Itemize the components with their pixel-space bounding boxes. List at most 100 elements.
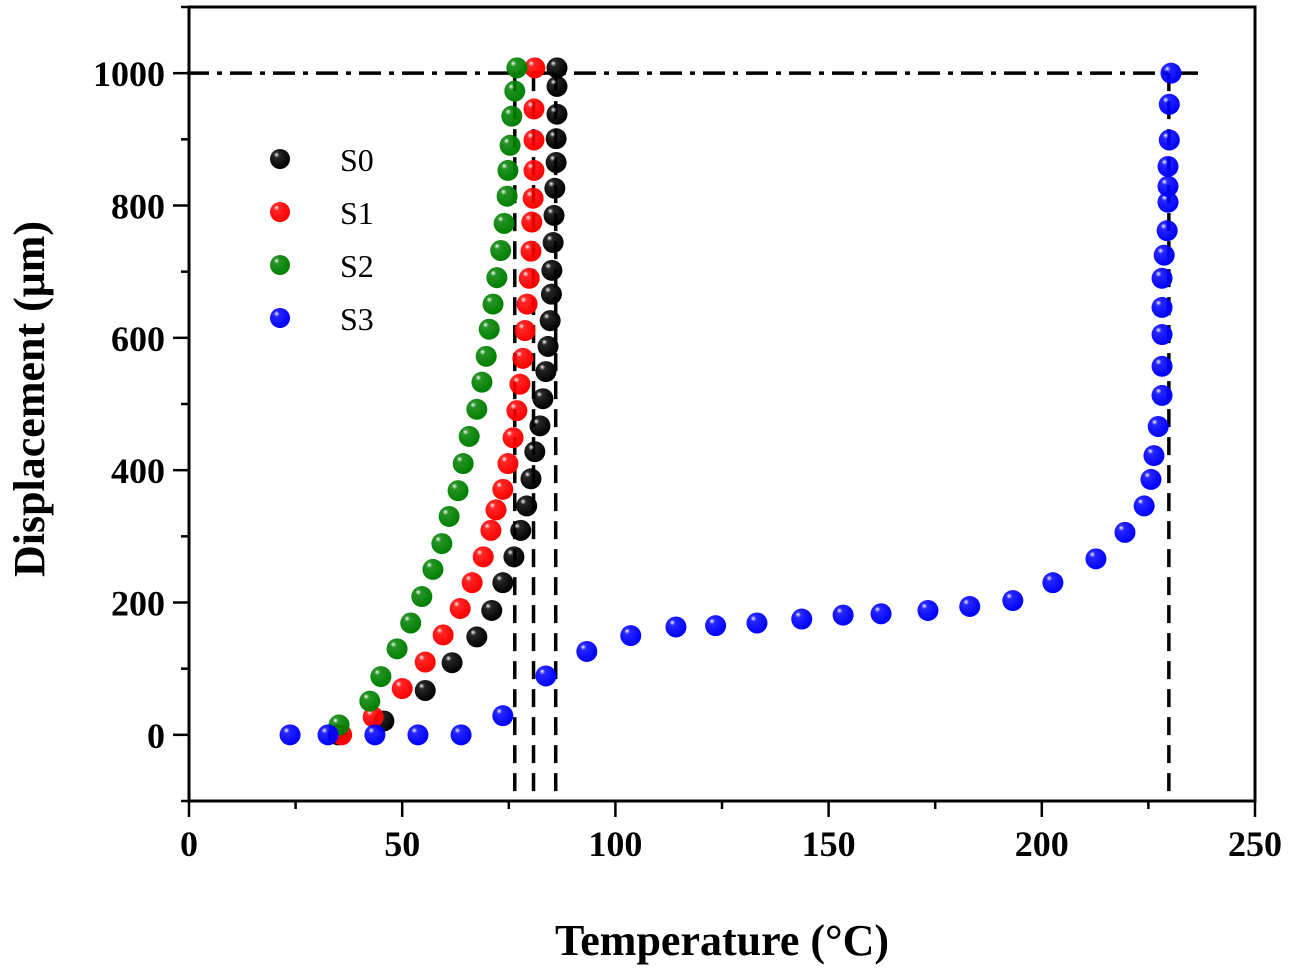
data-point-S2 bbox=[438, 505, 460, 527]
data-point-S1 bbox=[520, 240, 542, 262]
data-point-S3 bbox=[959, 595, 981, 617]
data-point-S1 bbox=[509, 373, 531, 395]
data-point-S0 bbox=[441, 652, 463, 674]
plot-frame bbox=[187, 5, 1257, 803]
data-point-S2 bbox=[452, 453, 474, 475]
data-point-S2 bbox=[482, 293, 504, 315]
data-point-S3 bbox=[1151, 267, 1173, 289]
data-point-S3 bbox=[1157, 175, 1179, 197]
legend-label-S2: S2 bbox=[340, 248, 374, 284]
data-point-S0 bbox=[532, 388, 554, 410]
data-point-S2 bbox=[458, 425, 480, 447]
legend-marker-S1 bbox=[270, 202, 290, 222]
data-point-S0 bbox=[544, 177, 566, 199]
data-point-S0 bbox=[535, 361, 557, 383]
data-point-S1 bbox=[461, 572, 483, 594]
reference-lines bbox=[187, 71, 1200, 801]
data-point-S1 bbox=[414, 651, 436, 673]
data-point-S3 bbox=[1151, 296, 1173, 318]
data-point-S2 bbox=[496, 185, 518, 207]
data-point-S1 bbox=[518, 267, 540, 289]
data-point-S3 bbox=[407, 724, 429, 746]
data-point-S0 bbox=[545, 128, 567, 150]
data-point-S3 bbox=[1153, 244, 1175, 266]
x-tick-label: 200 bbox=[1015, 824, 1069, 864]
data-point-S3 bbox=[1133, 495, 1155, 517]
data-point-S0 bbox=[503, 546, 525, 568]
data-point-S3 bbox=[1151, 355, 1173, 377]
y-tick-label: 200 bbox=[111, 584, 165, 624]
data-point-S0 bbox=[545, 151, 567, 173]
data-point-S3 bbox=[746, 612, 768, 634]
data-point-S3 bbox=[279, 724, 301, 746]
legend-item-S1: S1 bbox=[270, 195, 374, 231]
data-point-S2 bbox=[475, 345, 497, 367]
data-point-S3 bbox=[705, 615, 727, 637]
x-axis-title: Temperature (°C) bbox=[555, 916, 889, 965]
data-point-S1 bbox=[522, 187, 544, 209]
data-point-S3 bbox=[620, 625, 642, 647]
data-point-S0 bbox=[539, 310, 561, 332]
data-point-S1 bbox=[514, 320, 536, 342]
data-point-S0 bbox=[537, 335, 559, 357]
data-point-S3 bbox=[870, 603, 892, 625]
data-point-S1 bbox=[492, 478, 514, 500]
data-point-S3 bbox=[1143, 445, 1165, 467]
data-point-S3 bbox=[917, 599, 939, 621]
data-point-S2 bbox=[497, 159, 519, 181]
data-point-S2 bbox=[386, 638, 408, 660]
axis-ticks bbox=[173, 5, 1257, 817]
data-point-S1 bbox=[391, 678, 413, 700]
data-point-S2 bbox=[447, 480, 469, 502]
x-tick-label: 150 bbox=[802, 824, 856, 864]
axis-tick-labels: 0 50 100 150 200 250 0 200 400 600 800 1000 bbox=[93, 54, 1282, 864]
data-point-S1 bbox=[362, 706, 384, 728]
data-point-S3 bbox=[317, 724, 339, 746]
data-point-S0 bbox=[492, 572, 514, 594]
data-point-S0 bbox=[546, 57, 568, 79]
data-point-S3 bbox=[1042, 572, 1064, 594]
y-tick-label: 0 bbox=[147, 716, 165, 756]
legend-label-S1: S1 bbox=[340, 195, 374, 231]
y-tick-label: 400 bbox=[111, 451, 165, 491]
data-point-S1 bbox=[524, 57, 546, 79]
data-point-S1 bbox=[497, 453, 519, 475]
y-tick-label: 800 bbox=[111, 187, 165, 227]
data-point-S0 bbox=[520, 468, 542, 490]
data-point-S1 bbox=[512, 347, 534, 369]
data-point-S3 bbox=[450, 724, 472, 746]
data-point-S0 bbox=[414, 680, 436, 702]
data-point-S3 bbox=[1085, 548, 1107, 570]
data-point-S2 bbox=[411, 586, 433, 608]
data-point-S0 bbox=[529, 415, 551, 437]
data-point-S3 bbox=[576, 640, 598, 662]
data-point-S3 bbox=[1158, 93, 1180, 115]
data-point-S3 bbox=[832, 604, 854, 626]
data-point-S3 bbox=[665, 616, 687, 638]
data-point-S3 bbox=[1002, 590, 1024, 612]
data-point-S2 bbox=[422, 558, 444, 580]
y-tick-label: 1000 bbox=[93, 54, 165, 94]
data-point-S3 bbox=[791, 608, 813, 630]
data-point-S1 bbox=[472, 546, 494, 568]
data-point-S3 bbox=[535, 665, 557, 687]
legend-item-S2: S2 bbox=[270, 248, 374, 284]
data-point-S3 bbox=[1147, 415, 1169, 437]
data-point-S2 bbox=[478, 318, 500, 340]
legend-label-S3: S3 bbox=[340, 301, 374, 337]
data-point-S3 bbox=[492, 705, 514, 727]
legend-item-S0: S0 bbox=[270, 142, 374, 178]
legend-label-S0: S0 bbox=[340, 142, 374, 178]
data-point-S2 bbox=[493, 212, 515, 234]
legend-item-S3: S3 bbox=[270, 301, 374, 337]
legend-marker-S0 bbox=[270, 149, 290, 169]
data-point-S0 bbox=[481, 599, 503, 621]
data-point-S3 bbox=[1114, 521, 1136, 543]
data-point-S1 bbox=[523, 159, 545, 181]
x-tick-label: 250 bbox=[1228, 824, 1282, 864]
data-point-S2 bbox=[466, 398, 488, 420]
data-point-S1 bbox=[485, 499, 507, 521]
data-point-S2 bbox=[501, 105, 523, 127]
data-point-S1 bbox=[502, 427, 524, 449]
